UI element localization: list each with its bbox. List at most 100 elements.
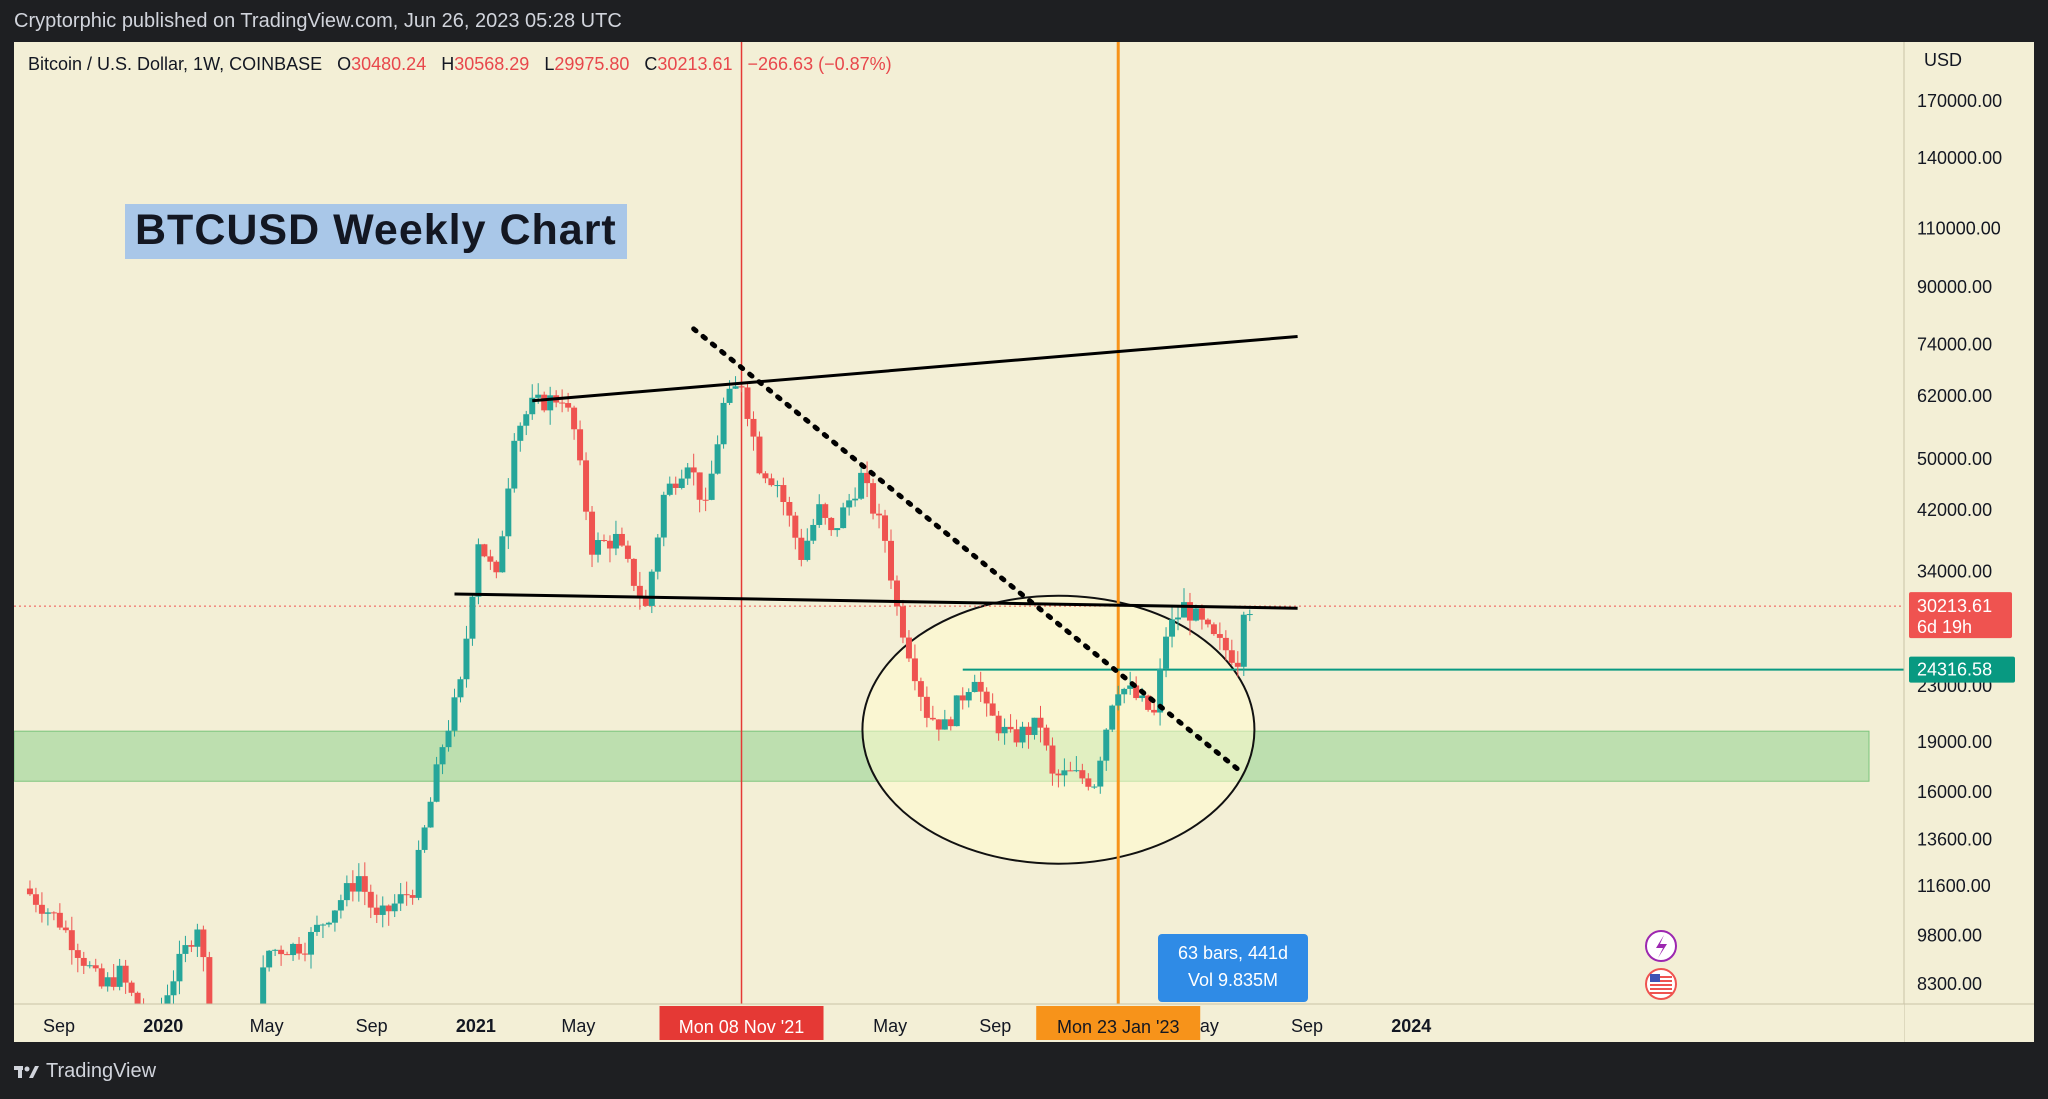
candle-body [666, 483, 673, 495]
high-value: 30568.29 [454, 54, 530, 74]
candle-body [804, 540, 811, 560]
candle-body [493, 561, 500, 573]
last-price-badge [1909, 592, 2012, 639]
candle-body [1139, 695, 1146, 699]
candle-body [403, 894, 410, 896]
y-tick-label: 74000.00 [1917, 334, 1992, 354]
candle-body [1175, 617, 1182, 620]
candle-body [188, 945, 195, 947]
symbol-description: Bitcoin / U.S. Dollar, 1W, COINBASE [28, 54, 323, 74]
measure-bars: 63 bars, 441d [1177, 943, 1289, 963]
candle-body [1180, 602, 1187, 618]
flag-stripe [1650, 984, 1672, 986]
candle-body [589, 511, 596, 555]
candle-body [864, 472, 871, 484]
ellipse-drawing[interactable] [861, 594, 1256, 865]
top-bar: Cryptorphic published on TradingView.com… [0, 0, 2048, 42]
y-tick-label: 8300.00 [1917, 974, 1982, 994]
candle-body [391, 903, 398, 912]
candle-body [1157, 668, 1164, 713]
countdown-label: 6d 19h [1917, 617, 1972, 637]
candle-body [272, 949, 279, 951]
candle-body [780, 485, 787, 502]
x-tick-label: May [250, 1016, 284, 1036]
candle-body [1001, 726, 1008, 734]
candle-body [367, 891, 374, 908]
horizontal-resistance-line[interactable] [454, 592, 1298, 610]
time-axis[interactable] [14, 1004, 1904, 1042]
y-tick-label: 34000.00 [1917, 562, 1992, 582]
dotted-trendline[interactable] [691, 326, 1241, 772]
close-value: 30213.61 [657, 54, 733, 74]
candle-body [176, 953, 183, 982]
candle-body [451, 697, 458, 731]
x-tick-label: May [873, 1016, 907, 1036]
candle-body [577, 429, 584, 461]
candle-body [977, 681, 984, 692]
candle-body [1246, 614, 1253, 616]
candle-body [409, 895, 416, 898]
candle-body [1103, 729, 1110, 761]
candle-body [457, 679, 464, 698]
low-value: 29975.80 [554, 54, 630, 74]
upper-trendline[interactable] [532, 334, 1298, 403]
candle-body [714, 444, 721, 474]
candle-body [278, 949, 285, 955]
date-marker-badge-orange [1036, 1006, 1201, 1040]
candle-body [876, 513, 883, 516]
level-price-badge [1909, 656, 2015, 683]
candle-body [469, 596, 476, 639]
candle-body [720, 402, 727, 445]
candle-body [302, 953, 309, 955]
candle-body [1055, 773, 1062, 776]
tradingview-logo[interactable]: TradingView [0, 1060, 156, 1083]
candle-body [463, 638, 470, 680]
candle-body [565, 403, 572, 408]
candle-body [583, 460, 590, 512]
candle-body [965, 692, 972, 701]
chart-pane[interactable]: USD 170000.00 140000.00 110000.00 90000.00 74… [14, 42, 2034, 1042]
candle-body [86, 965, 93, 967]
candle-body [606, 540, 613, 549]
candle-body [499, 536, 506, 573]
candle-body [810, 524, 817, 541]
candle-body [624, 545, 631, 559]
candle-body [505, 488, 512, 537]
candle-body [284, 954, 291, 956]
candle-body [517, 425, 524, 441]
candle-body [290, 943, 297, 956]
chart-title-label[interactable]: BTCUSD Weekly Chart [125, 204, 627, 259]
date-marker-badge-red [659, 1006, 824, 1040]
candle-body [959, 695, 966, 701]
candle-body [296, 943, 303, 954]
candle-body [104, 977, 111, 987]
candle-body [870, 483, 877, 514]
candle-body [206, 957, 213, 1004]
candle-body [792, 515, 799, 538]
candle-body [445, 730, 452, 748]
candle-body [672, 483, 679, 488]
candle-body [481, 544, 488, 557]
flag-stripe [1650, 992, 1672, 994]
candle-body [1163, 636, 1170, 669]
candle-body [343, 883, 350, 901]
candle-body [260, 967, 267, 1004]
high-label: H [441, 54, 455, 74]
candle-body [1121, 688, 1128, 695]
candle-body [1043, 727, 1050, 746]
ohlc-legend: Bitcoin / U.S. Dollar, 1W, COINBASE O304… [28, 54, 892, 75]
candle-body [929, 717, 936, 720]
y-tick-label: 13600.00 [1917, 830, 1992, 850]
candle-body [26, 888, 33, 895]
chart-canvas[interactable]: USD 170000.00 140000.00 110000.00 90000.00 74… [14, 42, 2034, 1042]
candle-body [1061, 770, 1068, 776]
candle-body [1109, 705, 1116, 730]
candle-body [134, 992, 141, 1004]
flag-canton [1650, 974, 1660, 982]
candle-body [888, 540, 894, 581]
y-tick-label: 110000.00 [1917, 218, 2001, 238]
candle-body [935, 719, 942, 730]
candle-body [1013, 729, 1020, 743]
candle-body [630, 558, 637, 586]
price-scale[interactable] [1904, 42, 2034, 1042]
